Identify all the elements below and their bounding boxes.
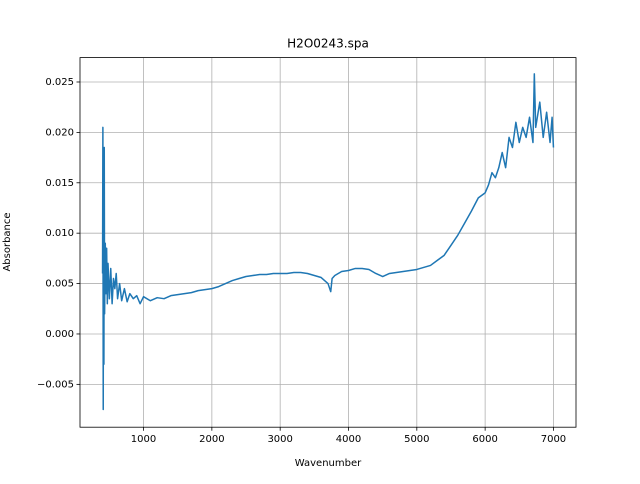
y-axis-label: Absorbance bbox=[2, 212, 13, 271]
x-tick-label: 2000 bbox=[199, 434, 224, 445]
y-tick-label: −0.005 bbox=[37, 379, 74, 390]
x-tick-label: 1000 bbox=[131, 434, 156, 445]
y-tick-label: 0.025 bbox=[45, 77, 74, 88]
x-tick-label: 3000 bbox=[267, 434, 292, 445]
x-tick-label: 5000 bbox=[404, 434, 429, 445]
y-tick-label: 0.005 bbox=[45, 279, 74, 290]
y-tick-label: 0.010 bbox=[45, 228, 74, 239]
x-tick-label: 6000 bbox=[472, 434, 497, 445]
x-axis-label: Wavenumber bbox=[295, 458, 362, 469]
x-tick-label: 7000 bbox=[541, 434, 566, 445]
y-tick-label: 0.000 bbox=[45, 329, 74, 340]
y-tick-label: 0.020 bbox=[45, 127, 74, 138]
chart-title: H2O0243.spa bbox=[287, 37, 369, 51]
x-tick-label: 4000 bbox=[336, 434, 361, 445]
y-tick-label: 0.015 bbox=[45, 178, 74, 189]
data-line bbox=[101, 73, 555, 411]
plot-frame bbox=[79, 57, 577, 428]
